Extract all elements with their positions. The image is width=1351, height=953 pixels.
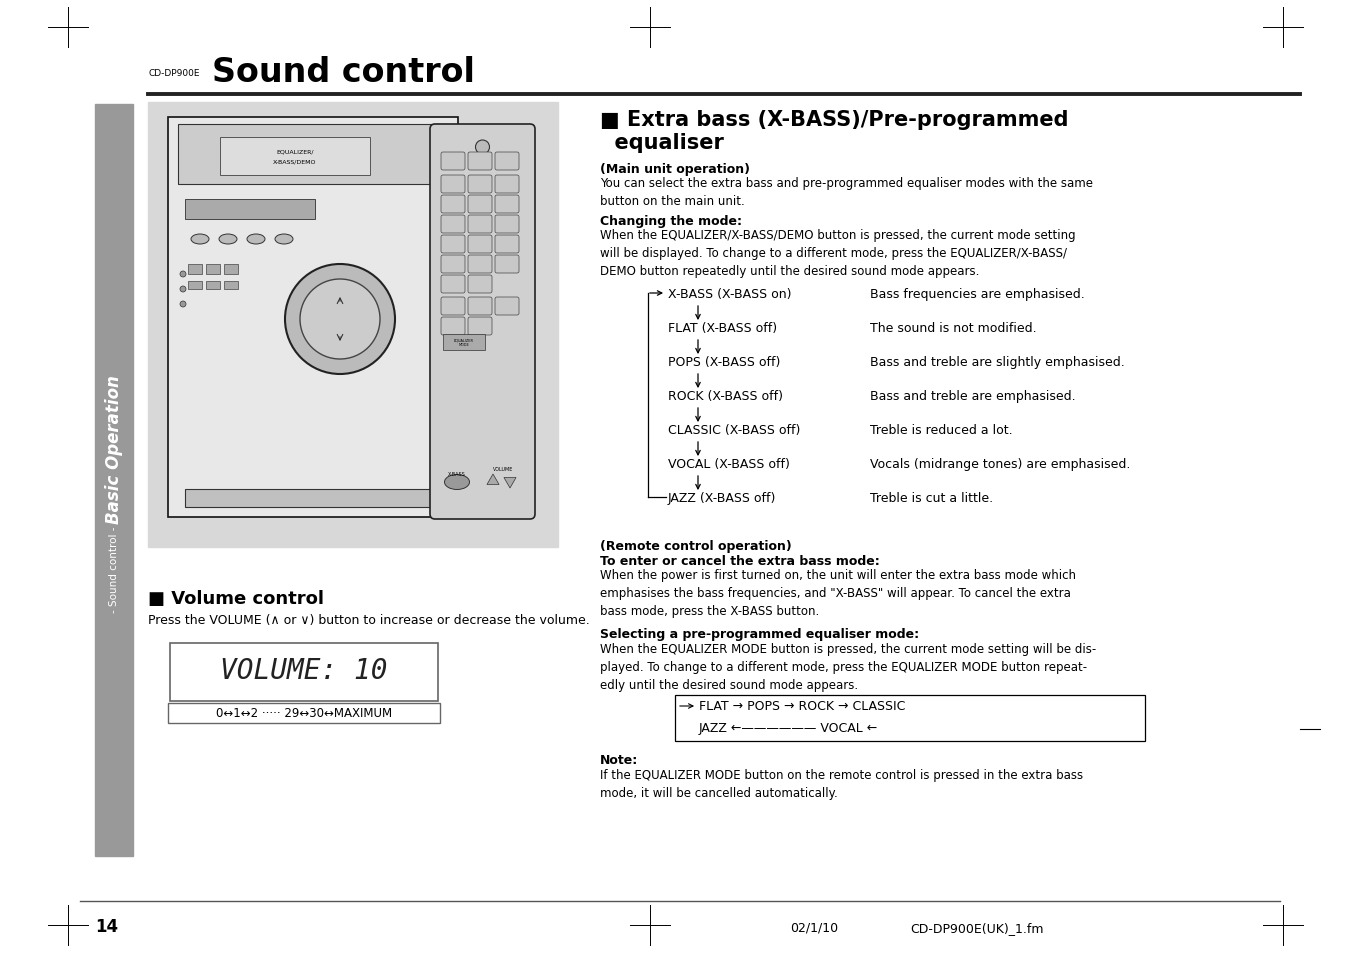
Bar	[149, 103, 558, 547]
FancyBboxPatch shape	[440, 215, 465, 233]
Text: 0↔1↔2 ····· 29↔30↔MAXIMUM: 0↔1↔2 ····· 29↔30↔MAXIMUM	[216, 707, 392, 720]
FancyBboxPatch shape	[494, 215, 519, 233]
Bar	[205, 265, 220, 274]
FancyBboxPatch shape	[494, 235, 519, 253]
FancyBboxPatch shape	[467, 275, 492, 294]
Text: When the EQUALIZER/X-BASS/DEMO button is pressed, the current mode setting
will : When the EQUALIZER/X-BASS/DEMO button is…	[600, 229, 1075, 277]
Ellipse shape	[444, 475, 470, 490]
Bar	[185, 200, 315, 220]
Bar	[676, 696, 1146, 741]
Text: CD-DP900E(UK)_1.fm: CD-DP900E(UK)_1.fm	[911, 921, 1043, 934]
Text: Bass and treble are emphasised.: Bass and treble are emphasised.	[870, 390, 1075, 402]
FancyBboxPatch shape	[440, 195, 465, 213]
Circle shape	[180, 287, 186, 293]
Bar	[443, 335, 485, 351]
Text: Basic Operation: Basic Operation	[105, 375, 123, 524]
Text: Treble is cut a little.: Treble is cut a little.	[870, 492, 993, 504]
Text: (Main unit operation): (Main unit operation)	[600, 163, 750, 175]
Text: X-BASS: X-BASS	[449, 472, 466, 477]
FancyBboxPatch shape	[467, 255, 492, 274]
FancyBboxPatch shape	[494, 297, 519, 315]
FancyBboxPatch shape	[494, 195, 519, 213]
Text: Bass frequencies are emphasised.: Bass frequencies are emphasised.	[870, 288, 1085, 301]
Text: equaliser: equaliser	[600, 132, 724, 152]
Text: Note:: Note:	[600, 753, 638, 766]
Text: EQUALIZER/: EQUALIZER/	[276, 150, 313, 154]
FancyBboxPatch shape	[467, 215, 492, 233]
Text: - Sound control -: - Sound control -	[109, 526, 119, 613]
Ellipse shape	[276, 234, 293, 245]
Bar	[224, 265, 238, 274]
Text: ■ Volume control: ■ Volume control	[149, 589, 324, 607]
Bar	[188, 282, 203, 290]
Bar	[220, 138, 370, 175]
Bar	[224, 282, 238, 290]
Text: Bass and treble are slightly emphasised.: Bass and treble are slightly emphasised.	[870, 355, 1125, 369]
Circle shape	[285, 265, 394, 375]
Text: Vocals (midrange tones) are emphasised.: Vocals (midrange tones) are emphasised.	[870, 457, 1131, 471]
Text: The sound is not modified.: The sound is not modified.	[870, 322, 1036, 335]
Text: When the EQUALIZER MODE button is pressed, the current mode setting will be dis-: When the EQUALIZER MODE button is presse…	[600, 642, 1096, 691]
Text: JAZZ ←—————— VOCAL ←: JAZZ ←—————— VOCAL ←	[698, 721, 878, 735]
Bar	[185, 490, 440, 507]
Text: VOLUME: 10: VOLUME: 10	[220, 657, 388, 684]
Bar	[205, 282, 220, 290]
FancyBboxPatch shape	[467, 317, 492, 335]
Text: FLAT → POPS → ROCK → CLASSIC: FLAT → POPS → ROCK → CLASSIC	[698, 700, 905, 713]
Text: Treble is reduced a lot.: Treble is reduced a lot.	[870, 423, 1013, 436]
FancyBboxPatch shape	[440, 275, 465, 294]
FancyBboxPatch shape	[430, 125, 535, 519]
Circle shape	[180, 302, 186, 308]
FancyBboxPatch shape	[467, 195, 492, 213]
FancyBboxPatch shape	[440, 317, 465, 335]
Bar	[168, 703, 440, 723]
Text: ■ Extra bass (X-BASS)/Pre-programmed: ■ Extra bass (X-BASS)/Pre-programmed	[600, 110, 1069, 130]
FancyBboxPatch shape	[467, 297, 492, 315]
Text: Press the VOLUME (∧ or ∨) button to increase or decrease the volume.: Press the VOLUME (∧ or ∨) button to incr…	[149, 614, 590, 626]
Bar	[95, 105, 132, 856]
Text: Changing the mode:: Changing the mode:	[600, 214, 742, 228]
FancyBboxPatch shape	[494, 152, 519, 171]
Bar	[188, 265, 203, 274]
Text: Selecting a pre-programmed equaliser mode:: Selecting a pre-programmed equaliser mod…	[600, 627, 919, 640]
Bar	[178, 125, 449, 185]
FancyBboxPatch shape	[494, 175, 519, 193]
FancyBboxPatch shape	[440, 152, 465, 171]
Text: Sound control: Sound control	[212, 56, 474, 90]
Ellipse shape	[247, 234, 265, 245]
Text: X-BASS (X-BASS on): X-BASS (X-BASS on)	[667, 288, 792, 301]
Text: If the EQUALIZER MODE button on the remote control is pressed in the extra bass
: If the EQUALIZER MODE button on the remo…	[600, 768, 1084, 800]
FancyBboxPatch shape	[467, 175, 492, 193]
Bar	[170, 643, 438, 701]
Bar	[168, 118, 458, 517]
FancyBboxPatch shape	[440, 255, 465, 274]
Text: When the power is first turned on, the unit will enter the extra bass mode which: When the power is first turned on, the u…	[600, 568, 1075, 618]
Circle shape	[180, 272, 186, 277]
FancyBboxPatch shape	[440, 235, 465, 253]
FancyBboxPatch shape	[467, 152, 492, 171]
Text: (Remote control operation): (Remote control operation)	[600, 539, 792, 553]
FancyBboxPatch shape	[494, 255, 519, 274]
FancyBboxPatch shape	[467, 235, 492, 253]
Text: CLASSIC (X-BASS off): CLASSIC (X-BASS off)	[667, 423, 800, 436]
Text: 02/1/10: 02/1/10	[790, 921, 838, 934]
Text: CD-DP900E: CD-DP900E	[149, 69, 200, 77]
Text: VOCAL (X-BASS off): VOCAL (X-BASS off)	[667, 457, 790, 471]
Text: X-BASS/DEMO: X-BASS/DEMO	[273, 159, 316, 164]
Circle shape	[476, 141, 489, 154]
Ellipse shape	[190, 234, 209, 245]
FancyBboxPatch shape	[440, 297, 465, 315]
Text: ROCK (X-BASS off): ROCK (X-BASS off)	[667, 390, 784, 402]
Text: FLAT (X-BASS off): FLAT (X-BASS off)	[667, 322, 777, 335]
Text: To enter or cancel the extra bass mode:: To enter or cancel the extra bass mode:	[600, 555, 880, 567]
FancyBboxPatch shape	[440, 175, 465, 193]
Circle shape	[300, 280, 380, 359]
Text: VOLUME: VOLUME	[493, 467, 513, 472]
Text: JAZZ (X-BASS off): JAZZ (X-BASS off)	[667, 492, 777, 504]
Text: 14: 14	[95, 917, 118, 935]
Ellipse shape	[219, 234, 236, 245]
Text: You can select the extra bass and pre-programmed equaliser modes with the same
b: You can select the extra bass and pre-pr…	[600, 177, 1093, 208]
Text: POPS (X-BASS off): POPS (X-BASS off)	[667, 355, 781, 369]
Text: EQUALIZER
MODE: EQUALIZER MODE	[454, 338, 474, 347]
